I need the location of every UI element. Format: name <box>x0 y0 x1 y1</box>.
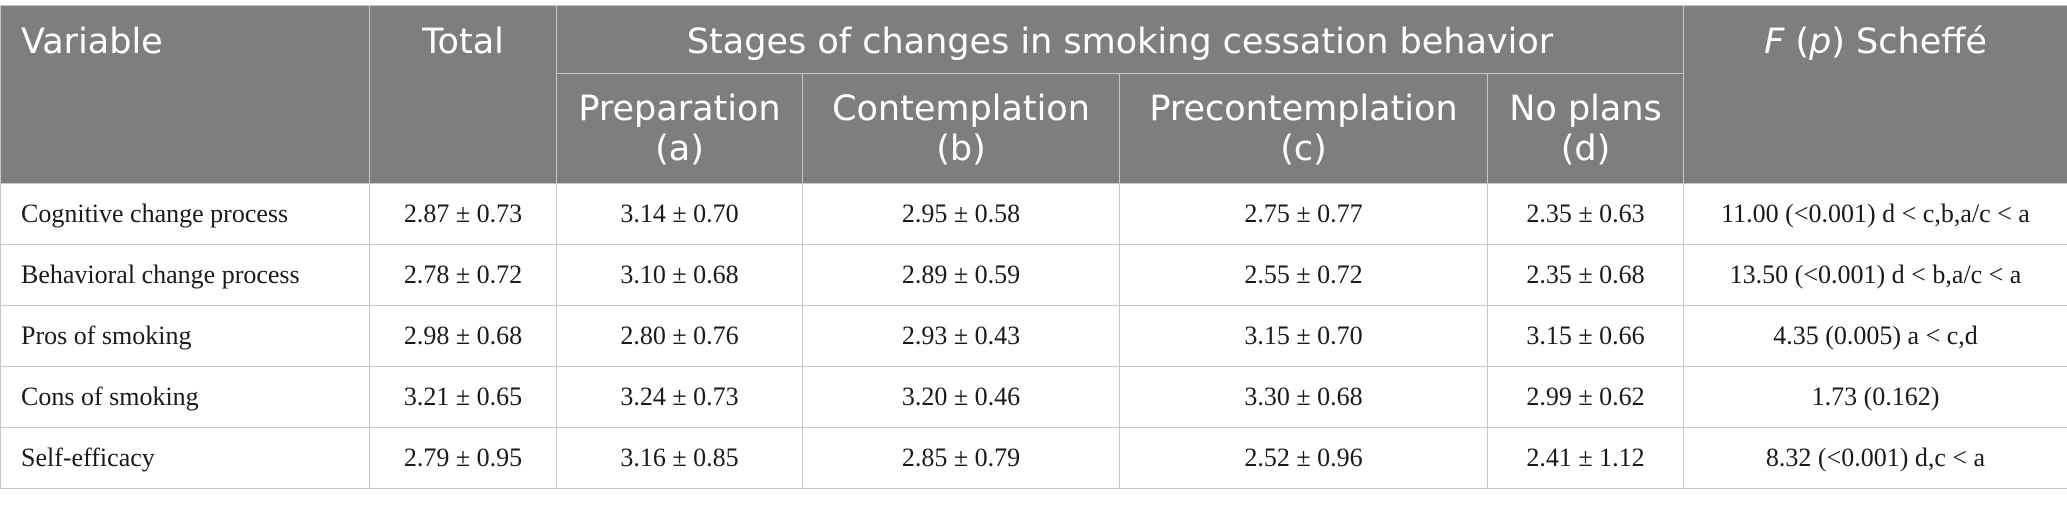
stage-name: No plans <box>1509 88 1662 129</box>
cell-total: 2.79 ± 0.95 <box>369 427 557 489</box>
header-variable: Variable <box>0 5 370 184</box>
header-stage-preparation: Preparation (a) <box>556 73 803 184</box>
header-fp-open: ( <box>1784 22 1810 62</box>
table-row: Pros of smoking 2.98 ± 0.68 2.80 ± 0.76 … <box>0 305 2067 367</box>
cell-variable: Pros of smoking <box>0 305 370 367</box>
header-stage-no-plans: No plans (d) <box>1487 73 1684 184</box>
table-row: Behavioral change process 2.78 ± 0.72 3.… <box>0 244 2067 306</box>
cell-precontemplation: 2.55 ± 0.72 <box>1119 244 1488 306</box>
header-f-p-scheffe: F (p) Scheffé <box>1683 5 2067 184</box>
cell-precontemplation: 2.52 ± 0.96 <box>1119 427 1488 489</box>
table-body: Cognitive change process 2.87 ± 0.73 3.1… <box>0 183 2067 489</box>
header-stage-precontemplation: Precontemplation (c) <box>1119 73 1488 184</box>
cell-f-p-scheffe: 13.50 (<0.001) d < b,a/c < a <box>1683 244 2067 306</box>
cell-variable: Cognitive change process <box>0 183 370 245</box>
results-table: Variable Total Stages of changes in smok… <box>0 5 2067 489</box>
cell-no-plans: 3.15 ± 0.66 <box>1487 305 1684 367</box>
cell-no-plans: 2.99 ± 0.62 <box>1487 366 1684 428</box>
cell-total: 2.87 ± 0.73 <box>369 183 557 245</box>
cell-precontemplation: 2.75 ± 0.77 <box>1119 183 1488 245</box>
cell-no-plans: 2.35 ± 0.68 <box>1487 244 1684 306</box>
header-f-symbol: F <box>1764 22 1785 62</box>
cell-contemplation: 2.95 ± 0.58 <box>802 183 1120 245</box>
header-p-symbol: p <box>1809 22 1832 62</box>
stage-letter: (a) <box>655 128 704 169</box>
header-stage-contemplation: Contemplation (b) <box>802 73 1120 184</box>
stage-name: Contemplation <box>832 88 1090 129</box>
stage-letter: (c) <box>1280 128 1327 169</box>
stage-letter: (b) <box>936 128 986 169</box>
stage-name: Precontemplation <box>1149 88 1458 129</box>
cell-total: 2.98 ± 0.68 <box>369 305 557 367</box>
cell-f-p-scheffe: 8.32 (<0.001) d,c < a <box>1683 427 2067 489</box>
cell-precontemplation: 3.30 ± 0.68 <box>1119 366 1488 428</box>
cell-variable: Self-efficacy <box>0 427 370 489</box>
cell-f-p-scheffe: 11.00 (<0.001) d < c,b,a/c < a <box>1683 183 2067 245</box>
stage-letter: (d) <box>1560 128 1611 169</box>
cell-contemplation: 2.93 ± 0.43 <box>802 305 1120 367</box>
cell-total: 3.21 ± 0.65 <box>369 366 557 428</box>
table-row: Cons of smoking 3.21 ± 0.65 3.24 ± 0.73 … <box>0 366 2067 428</box>
cell-contemplation: 2.89 ± 0.59 <box>802 244 1120 306</box>
table-row: Cognitive change process 2.87 ± 0.73 3.1… <box>0 183 2067 245</box>
cell-f-p-scheffe: 1.73 (0.162) <box>1683 366 2067 428</box>
table-header: Variable Total Stages of changes in smok… <box>0 5 2067 184</box>
cell-precontemplation: 3.15 ± 0.70 <box>1119 305 1488 367</box>
stage-name: Preparation <box>578 88 781 129</box>
cell-variable: Behavioral change process <box>0 244 370 306</box>
cell-no-plans: 2.41 ± 1.12 <box>1487 427 1684 489</box>
cell-contemplation: 2.85 ± 0.79 <box>802 427 1120 489</box>
table-row: Self-efficacy 2.79 ± 0.95 3.16 ± 0.85 2.… <box>0 427 2067 489</box>
cell-preparation: 3.10 ± 0.68 <box>556 244 803 306</box>
cell-f-p-scheffe: 4.35 (0.005) a < c,d <box>1683 305 2067 367</box>
cell-variable: Cons of smoking <box>0 366 370 428</box>
cell-preparation: 3.16 ± 0.85 <box>556 427 803 489</box>
cell-no-plans: 2.35 ± 0.63 <box>1487 183 1684 245</box>
header-stages-group: Stages of changes in smoking cessation b… <box>556 5 1684 74</box>
cell-contemplation: 3.20 ± 0.46 <box>802 366 1120 428</box>
cell-preparation: 3.24 ± 0.73 <box>556 366 803 428</box>
header-total: Total <box>369 5 557 184</box>
cell-preparation: 2.80 ± 0.76 <box>556 305 803 367</box>
cell-preparation: 3.14 ± 0.70 <box>556 183 803 245</box>
cell-total: 2.78 ± 0.72 <box>369 244 557 306</box>
header-fp-rest: ) Scheffé <box>1831 22 1987 62</box>
